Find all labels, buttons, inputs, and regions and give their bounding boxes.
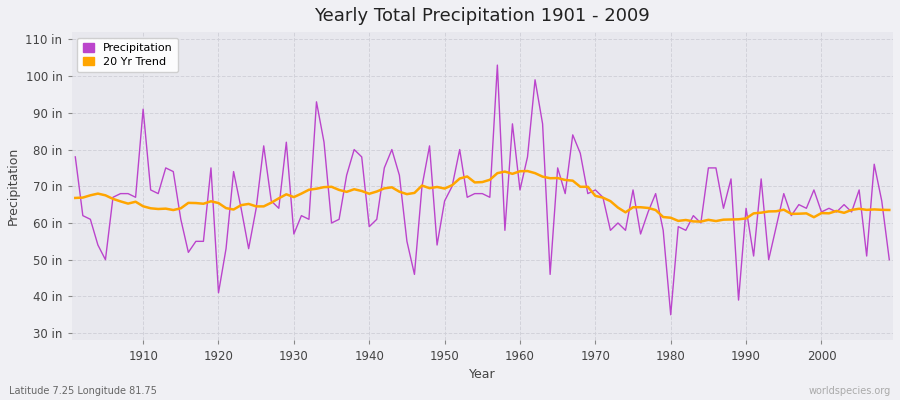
Title: Yearly Total Precipitation 1901 - 2009: Yearly Total Precipitation 1901 - 2009 [314,7,650,25]
Text: worldspecies.org: worldspecies.org [809,386,891,396]
Legend: Precipitation, 20 Yr Trend: Precipitation, 20 Yr Trend [77,38,178,72]
Text: Latitude 7.25 Longitude 81.75: Latitude 7.25 Longitude 81.75 [9,386,157,396]
X-axis label: Year: Year [469,368,496,381]
Y-axis label: Precipitation: Precipitation [7,147,20,225]
